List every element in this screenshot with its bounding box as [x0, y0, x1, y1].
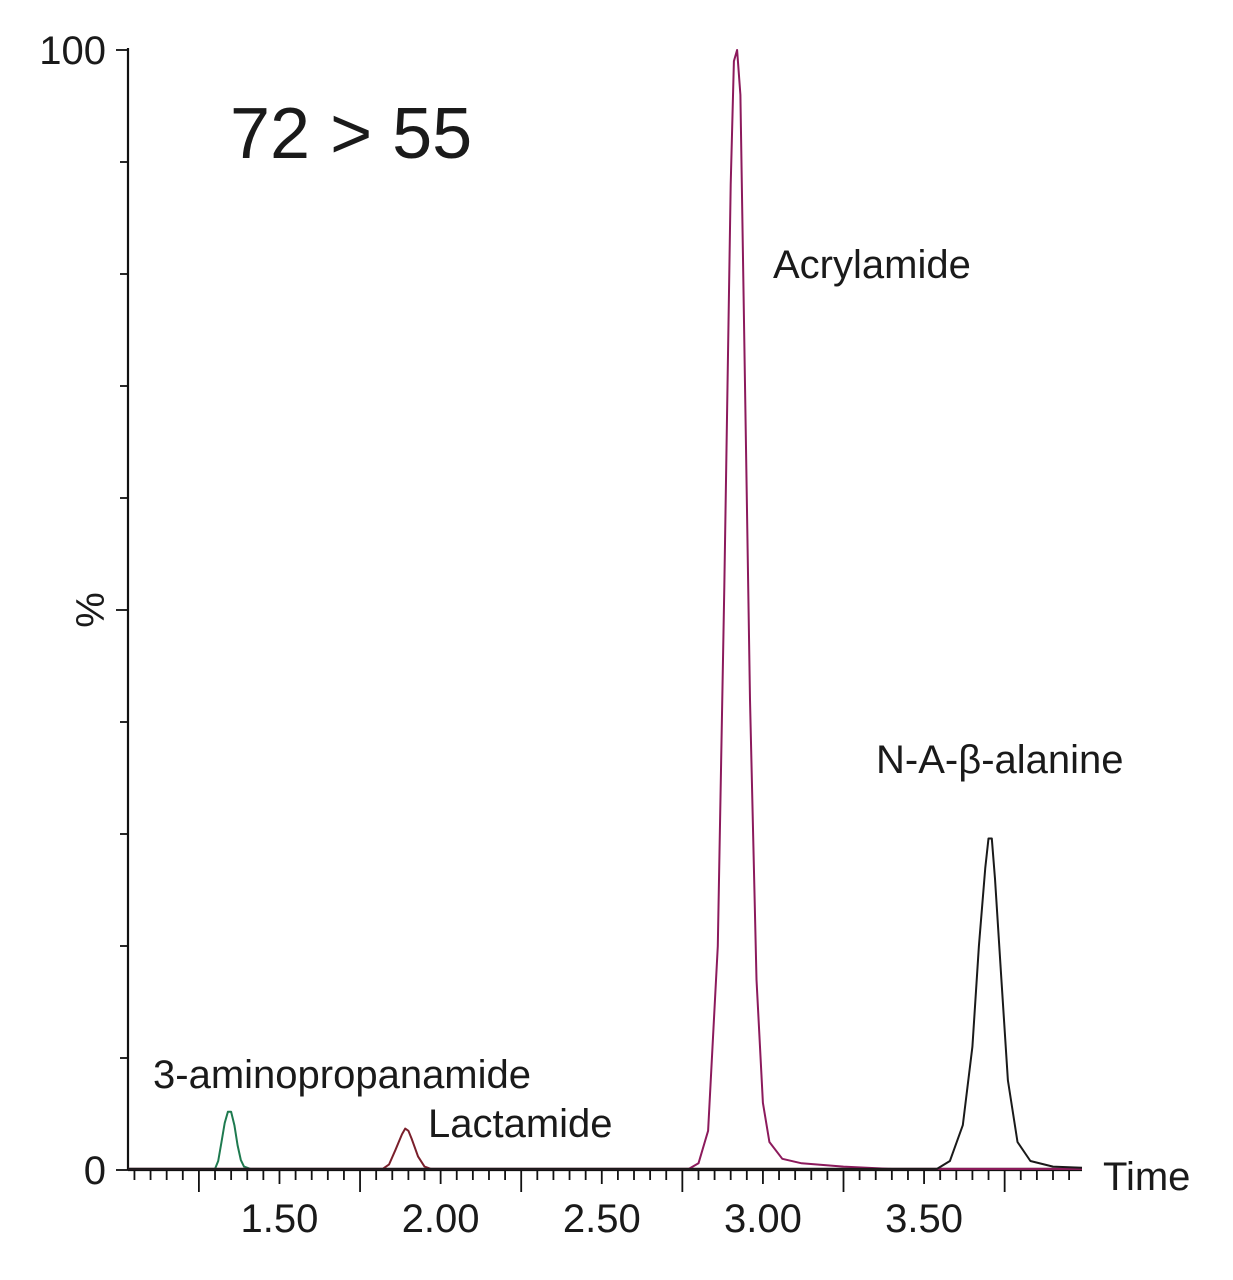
- x-tick-label: 2.50: [563, 1197, 641, 1241]
- axes: [126, 48, 1082, 1172]
- x-tick-label: 2.00: [402, 1197, 480, 1241]
- trace-3: [128, 837, 1083, 1170]
- peak-label-n-a-beta-alanine: N-A-β-alanine: [876, 738, 1124, 782]
- peak-label-acrylamide: Acrylamide: [773, 243, 971, 287]
- traces: [128, 49, 1083, 1170]
- trace-1: [128, 1127, 1082, 1170]
- x-axis-label: Time: [1103, 1155, 1190, 1199]
- peak-label-lactamide: Lactamide: [428, 1102, 613, 1146]
- trace-2: [128, 49, 1082, 1170]
- x-tick-label: 3.00: [724, 1197, 802, 1241]
- labels: 72 > 55 % Time 3-aminopropanamide Lactam…: [69, 94, 1190, 1199]
- ticks: 0 100 1.50 2.00 2.50 3.00 3.50: [39, 29, 1071, 1241]
- x-tick-label: 3.50: [885, 1197, 963, 1241]
- peak-label-3-aminopropanamide: 3-aminopropanamide: [153, 1053, 531, 1097]
- chart-title: 72 > 55: [230, 94, 472, 174]
- y-axis-label: %: [69, 592, 113, 628]
- x-tick-label: 1.50: [241, 1197, 319, 1241]
- y-tick-label: 100: [39, 29, 106, 73]
- trace-0: [128, 1110, 1082, 1170]
- y-tick-label: 0: [84, 1149, 106, 1193]
